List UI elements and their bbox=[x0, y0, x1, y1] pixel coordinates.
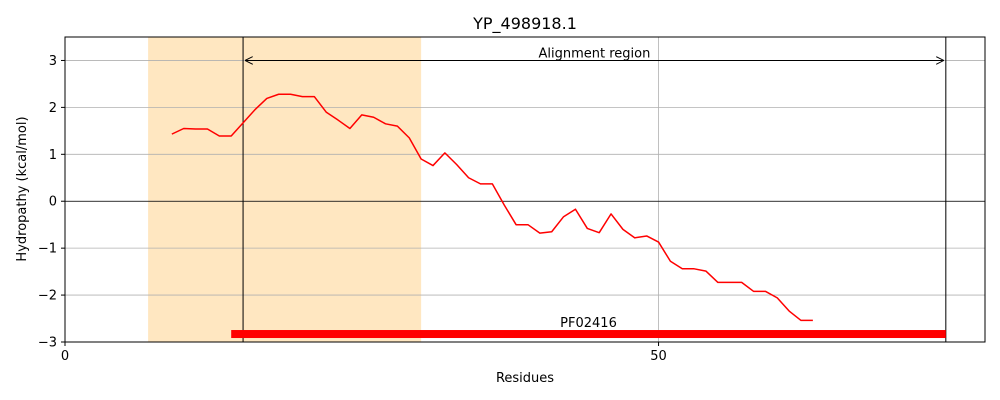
plot-frame bbox=[64, 36, 986, 343]
alignment-region-label: Alignment region bbox=[539, 46, 651, 61]
domain-bar bbox=[231, 330, 946, 339]
hydropathy-line-0 bbox=[171, 93, 813, 322]
y-tick-label-2: −1 bbox=[38, 242, 57, 257]
y-tick-label-1: −2 bbox=[38, 289, 57, 304]
plot-area: Alignment region PF02416 −3 −2 −1 0 1 2 3 0 50 bbox=[38, 36, 986, 364]
y-axis-label: Hydropathy (kcal/mol) bbox=[15, 116, 30, 261]
y-tick-label-3: 0 bbox=[49, 195, 57, 210]
x-axis-label: Residues bbox=[496, 371, 554, 386]
y-tick-label-5: 2 bbox=[49, 101, 57, 116]
y-tick-label-0: −3 bbox=[38, 336, 57, 351]
y-tick-label-6: 3 bbox=[49, 54, 57, 69]
x-tick-label-0: 0 bbox=[61, 349, 69, 364]
domain-bar-label: PF02416 bbox=[560, 316, 617, 331]
x-tick-label-1: 50 bbox=[650, 349, 667, 364]
y-tick-label-4: 1 bbox=[49, 148, 57, 163]
chart-title: YP_498918.1 bbox=[472, 14, 577, 34]
shaded-region bbox=[148, 37, 422, 342]
